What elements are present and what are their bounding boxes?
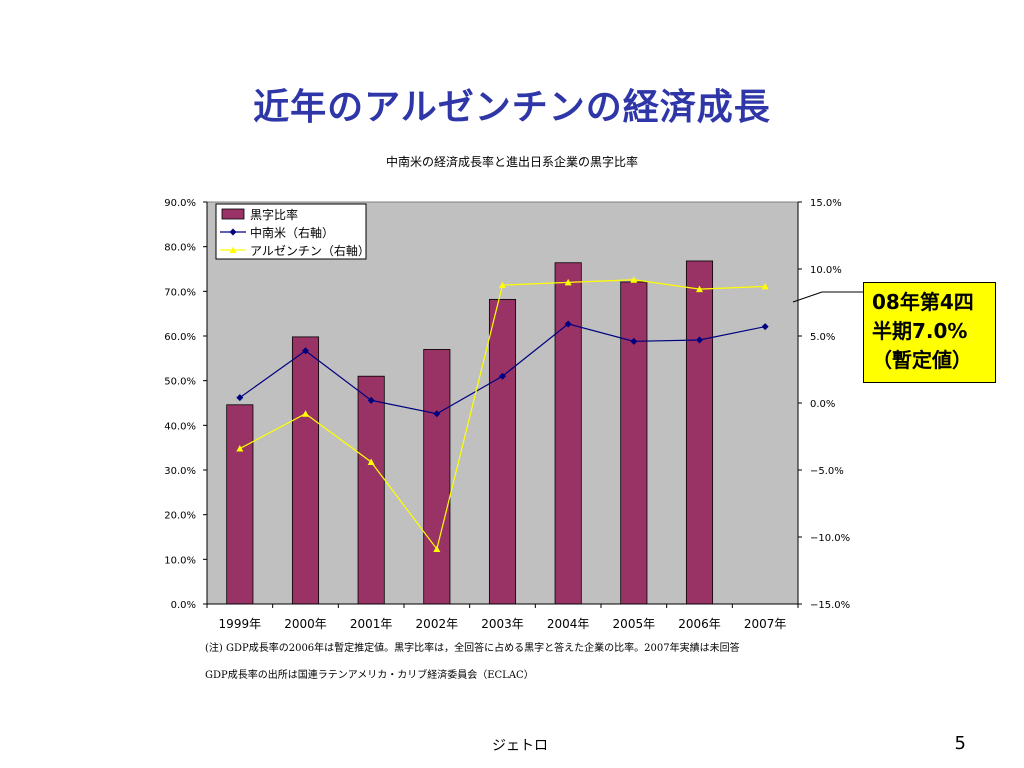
- legend-label: 黒字比率: [250, 207, 298, 222]
- left-tick-label: 70.0%: [164, 287, 196, 298]
- legend-marker: [229, 228, 237, 236]
- point-2-3: [433, 545, 441, 553]
- x-tick-label: 2001年: [350, 617, 393, 631]
- x-tick-label: 2003年: [481, 617, 524, 631]
- page-number: 5: [954, 733, 966, 754]
- left-tick-label: 10.0%: [164, 555, 196, 566]
- callout-leader-line: [792, 291, 823, 303]
- footer-organization: ジェトロ: [492, 738, 548, 754]
- left-tick-label: 30.0%: [164, 466, 196, 477]
- bar-5: [554, 262, 582, 605]
- point-1-3: [433, 410, 441, 418]
- point-1-5: [564, 320, 572, 328]
- bar-2: [357, 375, 385, 605]
- right-tick-label: 0.0%: [810, 399, 835, 410]
- right-tick-label: −5.0%: [810, 466, 844, 477]
- point-2-2: [367, 458, 375, 465]
- legend-marker: [229, 246, 237, 253]
- bar-6: [620, 281, 648, 605]
- point-2-1: [302, 410, 309, 417]
- point-2-6: [630, 276, 638, 283]
- x-tick-label: 2000年: [284, 617, 327, 631]
- left-tick-label: 0.0%: [171, 600, 196, 611]
- point-2-5: [564, 278, 572, 286]
- bar-1: [291, 336, 320, 605]
- left-tick-label: 50.0%: [164, 377, 196, 388]
- x-tick-label: 2007年: [744, 617, 787, 631]
- legend-label: 中南米（右軸）: [250, 225, 334, 240]
- slide-title: 近年のアルゼンチンの経済成長: [253, 87, 771, 128]
- x-tick-label: 2006年: [678, 617, 721, 631]
- point-2-0: [236, 445, 244, 452]
- bar-7: [685, 260, 714, 605]
- point-1-6: [630, 337, 638, 345]
- right-tick-label: 5.0%: [810, 332, 835, 343]
- bar-3: [423, 348, 451, 605]
- point-2-7: [696, 285, 703, 293]
- point-1-0: [236, 394, 244, 402]
- point-1-2: [367, 396, 375, 404]
- point-1-1: [302, 347, 309, 355]
- legend-label: アルゼンチン（右軸）: [250, 243, 370, 258]
- chart-source-note: GDP成長率の出所は国連ラテンアメリカ・カリブ経済委員会（ECLAC）: [205, 670, 534, 681]
- callout-box: 08年第4四 半期7.0% （暫定値）: [863, 282, 996, 383]
- x-tick-label: 2002年: [416, 617, 459, 631]
- right-tick-label: 15.0%: [810, 198, 842, 209]
- left-tick-label: 80.0%: [164, 243, 196, 254]
- point-2-8: [761, 282, 769, 290]
- left-tick-label: 90.0%: [164, 198, 196, 209]
- chart-note: (注) GDP成長率の2006年は暫定推定値。黒字比率は，全回答に占める黒字と答…: [205, 643, 740, 654]
- left-tick-label: 40.0%: [164, 421, 196, 432]
- bar-0: [226, 404, 254, 605]
- right-tick-label: −15.0%: [810, 600, 850, 611]
- x-tick-label: 2005年: [613, 617, 656, 631]
- right-tick-label: 10.0%: [810, 265, 842, 276]
- point-1-7: [696, 336, 703, 344]
- right-tick-label: −10.0%: [810, 533, 850, 544]
- point-1-8: [761, 323, 769, 331]
- bar-4: [488, 298, 517, 605]
- combo-chart: 0.0% 10.0% 20.0% 30.0% 40.0% 50.0% 60.0% 70.0% 8…: [164, 198, 863, 631]
- x-tick-label: 2004年: [547, 617, 590, 631]
- point-1-4: [499, 372, 506, 380]
- left-tick-label: 20.0%: [164, 511, 196, 522]
- left-tick-label: 60.0%: [164, 332, 196, 343]
- chart-title: 中南米の経済成長率と進出日系企業の黒字比率: [385, 155, 638, 169]
- x-tick-label: 1999年: [219, 617, 262, 631]
- legend-swatch-bar: [221, 208, 245, 220]
- point-2-4: [499, 281, 506, 289]
